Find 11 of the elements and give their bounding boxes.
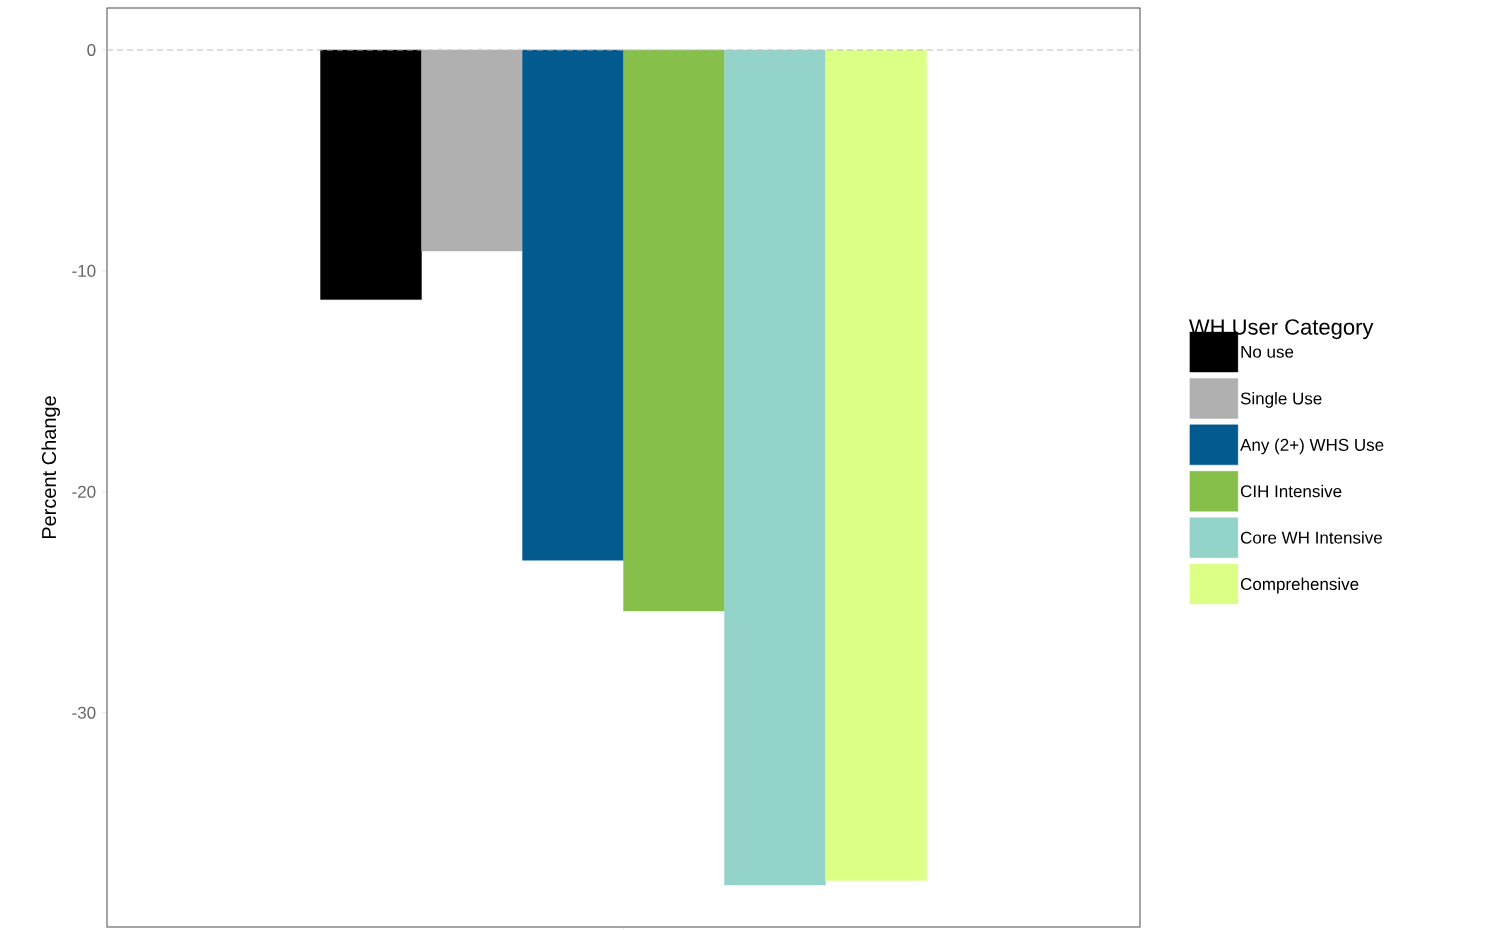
y-axis-title: Percent Change [41,396,61,539]
legend-label: Any (2+) WHS Use [1240,438,1384,455]
y-tick-label: -20 [72,485,96,498]
y-tick-label: 0 [87,43,96,56]
legend-label: CIH Intensive [1240,484,1342,498]
legend-label: Comprehensive [1240,577,1359,594]
y-tick-label: -30 [72,706,96,719]
legend-label: No use [1241,345,1294,358]
y-tick-label: -10 [72,264,96,277]
legend-label: Single Use [1240,392,1322,408]
legend-label: Core WH Intensive [1240,531,1382,544]
